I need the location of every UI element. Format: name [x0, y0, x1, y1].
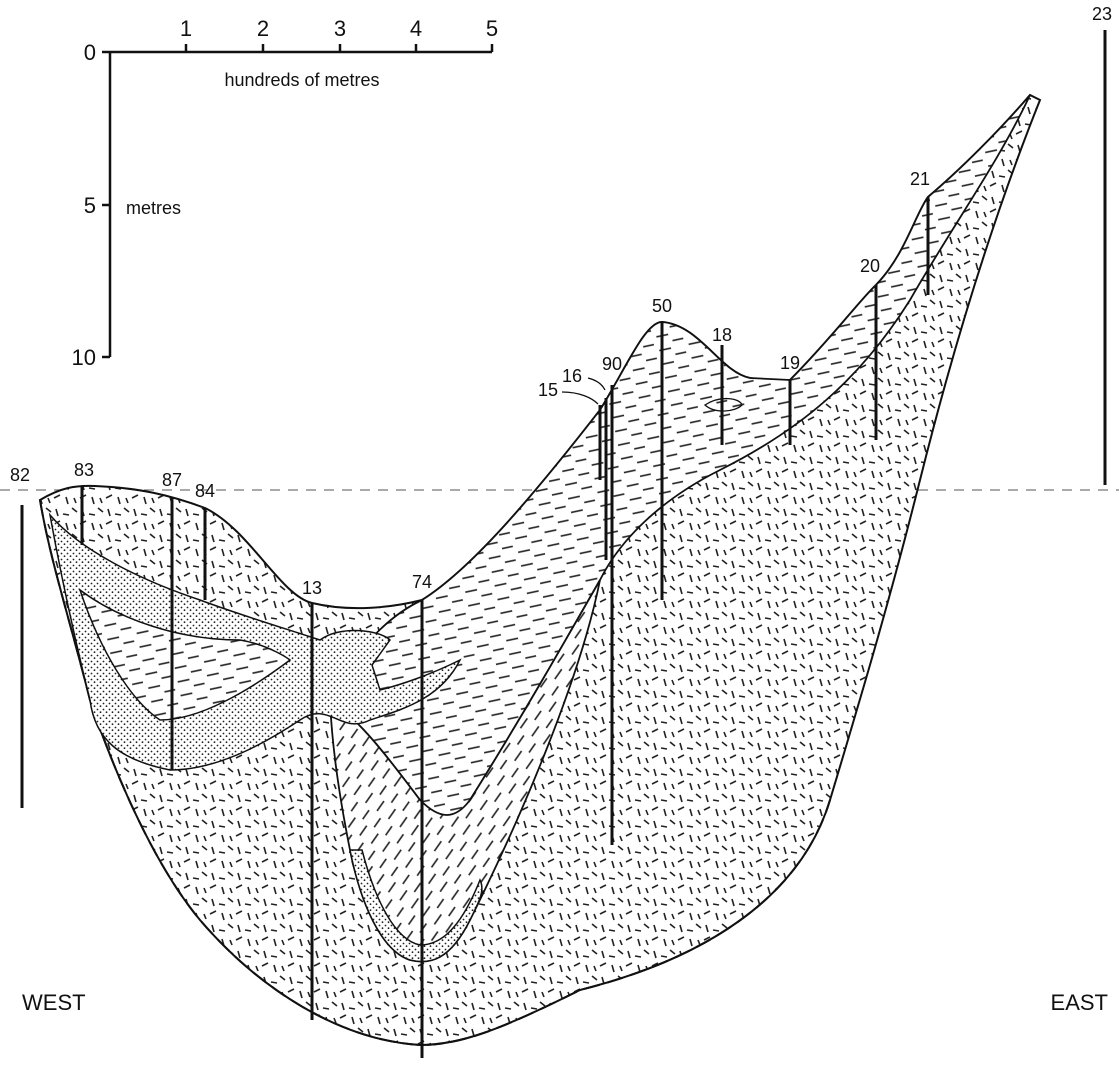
- borehole-label: 74: [412, 572, 432, 592]
- x-tick-label: 3: [334, 16, 346, 41]
- borehole-label: 84: [195, 481, 215, 501]
- borehole-label: 21: [910, 169, 930, 189]
- cross-section: 12345hundreds of metres0510metres8283878…: [0, 0, 1119, 1069]
- y-tick-label: 0: [84, 40, 96, 65]
- borehole-label: 87: [162, 470, 182, 490]
- y-axis-label: metres: [126, 198, 181, 218]
- borehole-label: 15: [538, 380, 558, 400]
- pointer-arrow: [588, 378, 605, 390]
- borehole-label: 83: [74, 460, 94, 480]
- x-tick-label: 2: [257, 16, 269, 41]
- borehole-label: 50: [652, 296, 672, 316]
- borehole-label: 20: [860, 256, 880, 276]
- borehole-label: 18: [712, 325, 732, 345]
- direction-label: WEST: [22, 990, 86, 1015]
- borehole-label: 19: [780, 353, 800, 373]
- borehole-label: 90: [602, 354, 622, 374]
- direction-label: EAST: [1051, 990, 1108, 1015]
- borehole-label: 16: [562, 366, 582, 386]
- borehole-label: 82: [10, 465, 30, 485]
- page: 12345hundreds of metres0510metres8283878…: [0, 0, 1119, 1069]
- pointer-arrow: [562, 392, 598, 404]
- borehole-label: 23: [1092, 4, 1112, 24]
- x-axis-label: hundreds of metres: [224, 70, 379, 90]
- x-tick-label: 4: [410, 16, 422, 41]
- x-tick-label: 5: [486, 16, 498, 41]
- y-tick-label: 10: [72, 345, 96, 370]
- x-tick-label: 1: [180, 16, 192, 41]
- y-tick-label: 5: [84, 193, 96, 218]
- borehole-label: 13: [302, 578, 322, 598]
